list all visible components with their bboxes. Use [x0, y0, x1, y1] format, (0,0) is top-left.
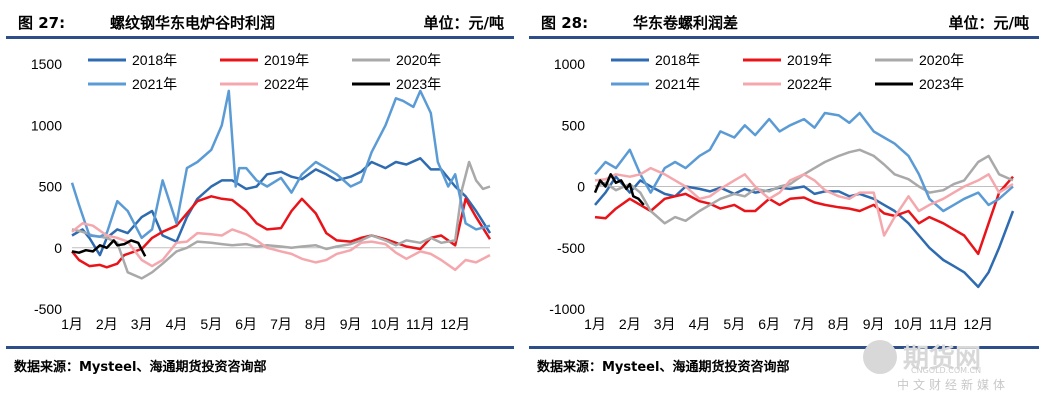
legend-label: 2019年	[264, 52, 309, 68]
legend-label: 2023年	[396, 76, 441, 92]
y-tick-label: -1000	[549, 301, 585, 317]
legend-label: 2018年	[655, 52, 700, 68]
y-tick-label: 1000	[554, 56, 585, 72]
figure-27-number: 图 27:	[18, 14, 66, 32]
legend-label: 2020年	[396, 52, 441, 68]
figure-28-source: 数据来源：Mysteel、海通期货投资咨询部	[537, 360, 790, 375]
x-tick-label: 10月	[894, 316, 924, 332]
figure-28-number: 图 28:	[541, 14, 589, 32]
x-tick-label: 7月	[270, 316, 292, 332]
x-tick-label: 7月	[793, 316, 815, 332]
header-rule	[529, 36, 1039, 39]
legend-label: 2020年	[919, 52, 964, 68]
figure-27-header: 图 27: 螺纹钢华东电炉谷时利润 单位：元/吨	[10, 8, 510, 34]
x-tick-label: 4月	[689, 316, 711, 332]
figure-28-panel: 图 28: 华东卷螺利润差 单位：元/吨 2018年 2019年 2020年 2021…	[523, 0, 1045, 403]
x-tick-label: 11月	[929, 316, 958, 332]
watermark-url: CNGOLD.COM.CN	[911, 366, 982, 375]
figure-27-unit: 单位：元/吨	[423, 14, 504, 32]
series-line-2022年	[71, 222, 491, 272]
legend-label: 2022年	[264, 76, 309, 92]
legend-label: 2019年	[787, 52, 832, 68]
x-tick-label: 2月	[96, 316, 118, 332]
legend-label: 2021年	[132, 76, 177, 92]
x-tick-label: 9月	[340, 316, 362, 332]
series-line-2023年	[71, 239, 147, 257]
series-line-2021年	[70, 89, 491, 240]
y-tick-label: -500	[34, 301, 62, 317]
series-line-2018年	[71, 157, 492, 257]
x-tick-label: 6月	[758, 316, 780, 332]
x-tick-label: 10月	[371, 316, 401, 332]
x-tick-label: 2月	[619, 316, 641, 332]
x-tick-label: 9月	[863, 316, 885, 332]
figure-27-title: 螺纹钢华东电炉谷时利润	[110, 14, 276, 32]
watermark-logo-icon	[863, 340, 897, 374]
y-tick-label: 0	[54, 240, 62, 256]
y-tick-label: 1000	[31, 117, 62, 133]
watermark-name: 期货网	[903, 344, 982, 374]
x-tick-label: 8月	[828, 316, 850, 332]
figure-27-chart: 2018年 2019年 2020年 2021年 2022年 2023年 -500 0 500 10…	[31, 52, 492, 332]
y-tick-label: 0	[577, 179, 585, 195]
x-tick-label: 3月	[131, 316, 153, 332]
x-tick-label: 4月	[166, 316, 188, 332]
legend-label: 2022年	[787, 76, 832, 92]
series-line-2019年	[594, 175, 1014, 256]
series-line-2019年	[71, 195, 492, 269]
legend-label: 2018年	[132, 52, 177, 68]
watermark-subtitle: 中文财经新媒体	[897, 378, 1010, 392]
series-line-2021年	[594, 111, 1014, 213]
footer-rule	[6, 346, 514, 349]
footer-rule	[529, 346, 1039, 349]
x-tick-label: 1月	[61, 316, 83, 332]
figure-28-chart: 2018年 2019年 2020年 2021年 2022年 2023年 -1000 -500 0…	[549, 52, 1015, 332]
legend-label: 2023年	[919, 76, 964, 92]
y-tick-label: 500	[39, 179, 63, 195]
x-tick-label: 1月	[584, 316, 606, 332]
watermark: 期货网 CNGOLD.COM.CN 中文财经新媒体	[823, 336, 1033, 396]
x-tick-label: 12月	[440, 316, 470, 332]
figure-27-source: 数据来源：Mysteel、海通期货投资咨询部	[14, 360, 267, 375]
x-tick-label: 8月	[305, 316, 327, 332]
figure-28-header: 图 28: 华东卷螺利润差 单位：元/吨	[533, 8, 1035, 34]
series-line-2022年	[594, 166, 1014, 237]
x-tick-label: 5月	[200, 316, 222, 332]
y-tick-label: 500	[562, 117, 586, 133]
figure-27-panel: 图 27: 螺纹钢华东电炉谷时利润 单位：元/吨 2018年 2019年 2020年…	[0, 0, 520, 403]
x-tick-label: 3月	[654, 316, 676, 332]
legend-label: 2021年	[655, 76, 700, 92]
series-line-2020年	[71, 160, 491, 280]
series-line-2018年	[594, 175, 1015, 289]
y-tick-label: 1500	[31, 56, 62, 72]
figure-28-title: 华东卷螺利润差	[633, 14, 739, 32]
series-line-2023年	[593, 173, 645, 206]
x-tick-label: 11月	[406, 316, 435, 332]
figure-28-unit: 单位：元/吨	[948, 14, 1029, 32]
x-tick-label: 5月	[723, 316, 745, 332]
x-tick-label: 12月	[963, 316, 993, 332]
y-tick-label: -500	[557, 240, 585, 256]
x-tick-label: 6月	[235, 316, 257, 332]
header-rule	[6, 36, 514, 39]
